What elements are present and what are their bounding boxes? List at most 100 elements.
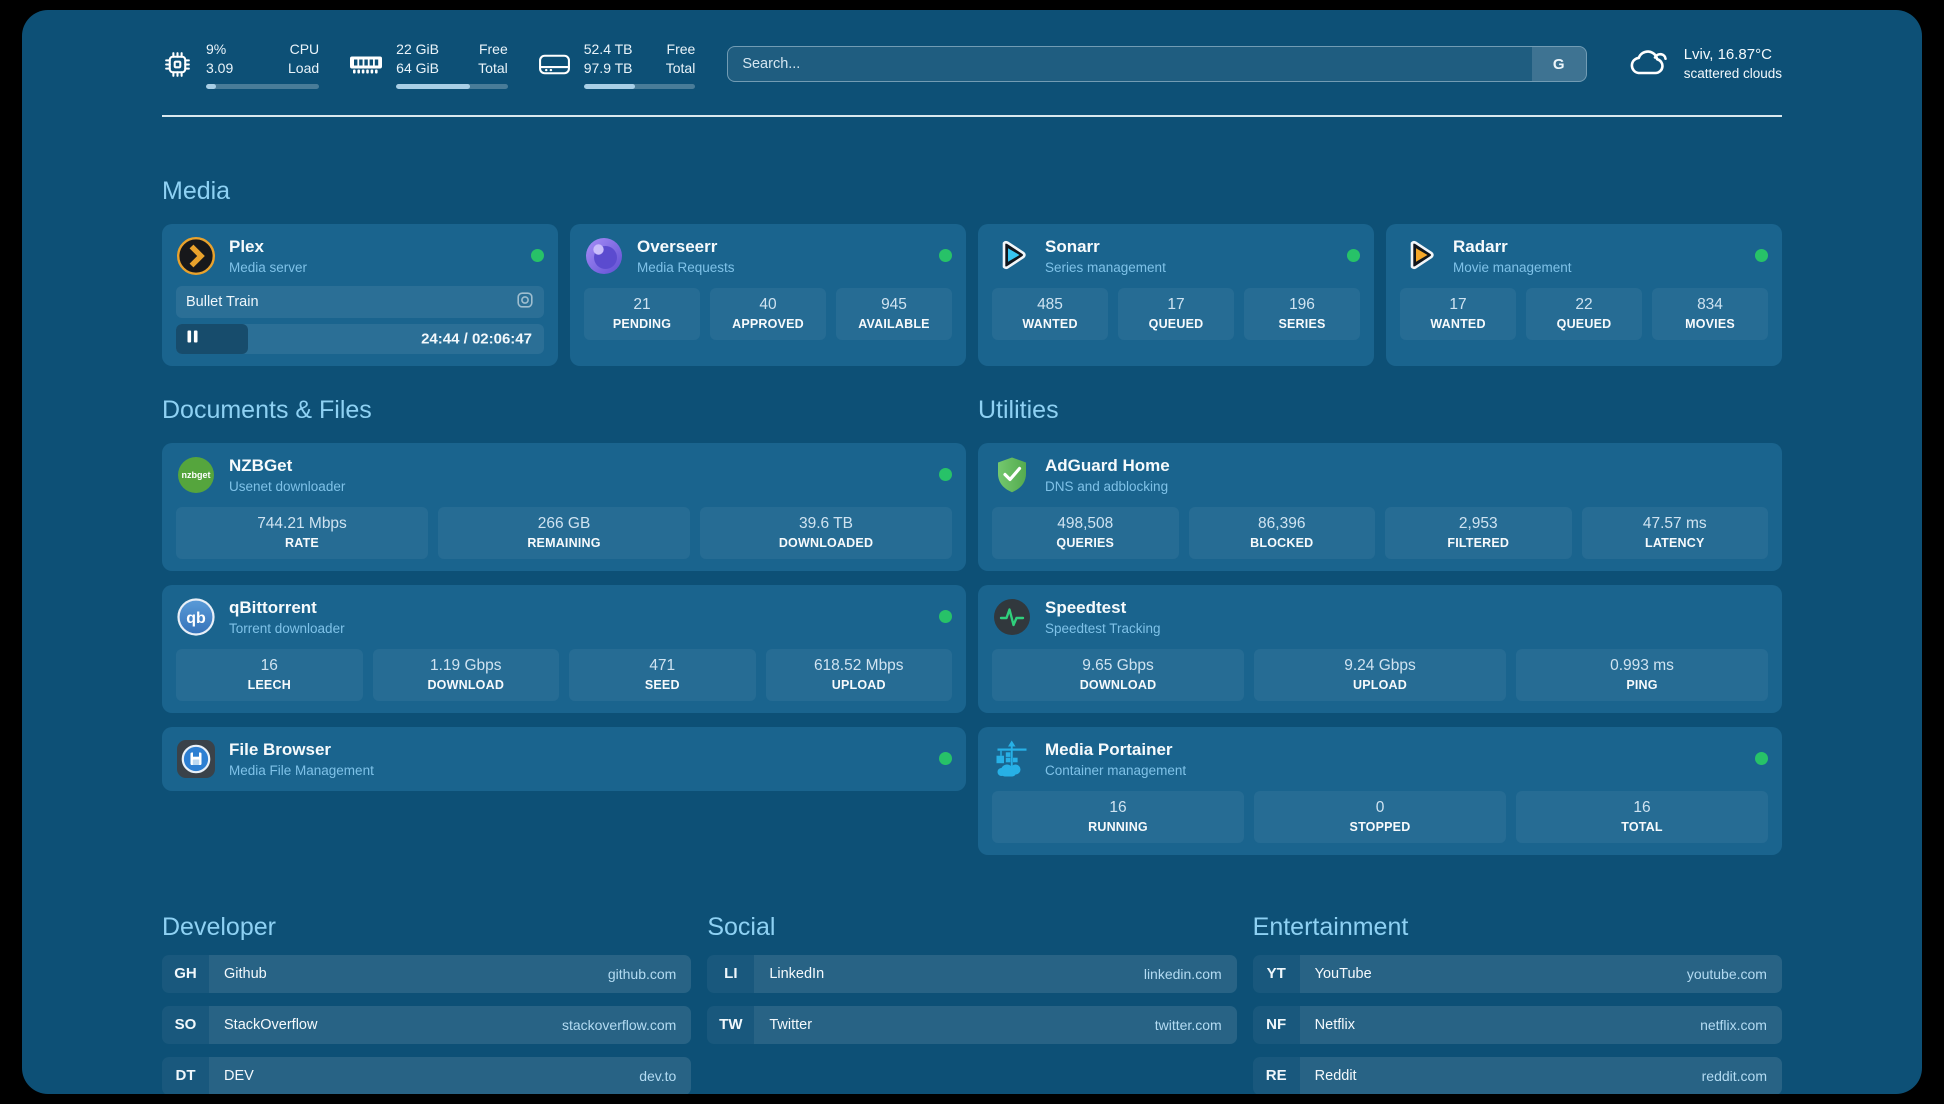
status-online-dot: [939, 249, 952, 263]
app-card-sonarr[interactable]: Sonarr Series management 485 WANTED 17 Q…: [978, 223, 1374, 366]
status-online-dot: [939, 610, 952, 624]
status-online-dot: [939, 468, 952, 482]
stat-tile: 22 QUEUED: [1526, 287, 1642, 340]
plex-icon: [176, 236, 216, 276]
link-name: Reddit: [1314, 1067, 1357, 1084]
playback-time: 24:44 / 02:06:47: [421, 330, 532, 348]
stat-tile: 618.52 Mbps UPLOAD: [765, 648, 952, 701]
link-reddit[interactable]: RE Reddit reddit.com: [1252, 1056, 1782, 1094]
disk-stat: 52.4 TB 97.9 TB Free Total: [538, 40, 696, 89]
stat-tile: 47.57 ms LATENCY: [1581, 506, 1768, 559]
filebrowser-icon: [176, 739, 216, 779]
search-input[interactable]: [728, 47, 1532, 82]
stat-tile: 471 SEED: [569, 648, 756, 701]
stat-tile: 40 APPROVED: [710, 287, 826, 340]
stat-tile: 21 PENDING: [584, 287, 700, 340]
weather-condition: scattered clouds: [1683, 66, 1782, 82]
disk-total-value: 97.9 TB: [583, 59, 633, 76]
app-card-radarr[interactable]: Radarr Movie management 17 WANTED 22 QUE…: [1386, 223, 1782, 366]
search-bar: G: [727, 46, 1587, 83]
app-subtitle: Torrent downloader: [229, 620, 345, 636]
cpu-stat: 9% 3.09 CPU Load: [162, 40, 320, 89]
link-url: youtube.com: [1686, 965, 1767, 982]
playback-progress-bar[interactable]: 24:44 / 02:06:47: [176, 323, 544, 354]
adguard-icon: [992, 455, 1032, 495]
app-card-plex[interactable]: Plex Media server Bullet Train: [162, 223, 558, 366]
stat-tile: 834 MOVIES: [1652, 287, 1768, 340]
app-subtitle: Speedtest Tracking: [1045, 620, 1161, 636]
app-card-speedtest[interactable]: Speedtest Speedtest Tracking 9.65 Gbps D…: [978, 584, 1782, 713]
search-provider-button[interactable]: G: [1531, 47, 1586, 82]
pause-icon[interactable]: [187, 330, 198, 348]
app-subtitle: Container management: [1045, 762, 1187, 778]
stat-tile: 196 SERIES: [1244, 287, 1360, 340]
link-github[interactable]: GH Github github.com: [162, 954, 692, 993]
disk-free-label: Free: [666, 41, 696, 57]
stat-tile: 17 WANTED: [1400, 287, 1516, 340]
link-linkedin[interactable]: LI LinkedIn linkedin.com: [707, 954, 1237, 993]
stat-tile: 2,953 FILTERED: [1385, 506, 1572, 559]
app-name: Media Portainer: [1045, 739, 1173, 759]
stat-tile: 744.21 Mbps RATE: [176, 506, 428, 559]
disk-progress-bar: [583, 83, 696, 89]
app-card-adguard[interactable]: AdGuard Home DNS and adblocking 498,508 …: [978, 442, 1782, 571]
stat-tile: 1.19 Gbps DOWNLOAD: [372, 648, 559, 701]
link-name: Github: [224, 965, 267, 982]
app-card-overseerr[interactable]: Overseerr Media Requests 21 PENDING 40 A…: [570, 223, 966, 366]
link-name: Netflix: [1314, 1016, 1355, 1033]
status-online-dot: [531, 249, 544, 263]
stat-tile: 0.993 ms PING: [1516, 648, 1768, 701]
link-url: dev.to: [639, 1067, 677, 1084]
link-netflix[interactable]: NF Netflix netflix.com: [1252, 1005, 1782, 1044]
cpu-label: CPU: [289, 41, 320, 57]
cpu-load-label: Load: [288, 59, 320, 76]
cloud-icon: [1625, 44, 1671, 85]
app-card-filebrowser[interactable]: File Browser Media File Management: [162, 726, 966, 791]
link-name: YouTube: [1314, 965, 1372, 982]
svg-text:nzbget: nzbget: [182, 470, 211, 480]
link-dev[interactable]: DT DEV dev.to: [162, 1056, 692, 1094]
header-divider: [162, 114, 1782, 117]
ram-stat: 22 GiB 64 GiB Free Total: [349, 40, 508, 89]
status-online-dot: [939, 752, 952, 766]
link-name: Twitter: [769, 1016, 813, 1033]
weather-location-temp: Lviv, 16.87°C: [1683, 46, 1772, 64]
now-playing-title: Bullet Train: [186, 293, 259, 310]
link-url: stackoverflow.com: [561, 1016, 677, 1033]
section-title-documents: Documents & Files: [162, 395, 372, 424]
section-title-social: Social: [707, 912, 776, 941]
app-name: Radarr: [1453, 236, 1508, 256]
link-abbr-badge: TW: [707, 1005, 755, 1044]
link-abbr-badge: GH: [162, 954, 209, 993]
link-twitter[interactable]: TW Twitter twitter.com: [707, 1005, 1237, 1044]
app-subtitle: Usenet downloader: [229, 478, 346, 494]
app-card-nzbget[interactable]: nzbget NZBGet Usenet downloader 744.21 M…: [162, 442, 966, 571]
link-url: linkedin.com: [1143, 965, 1222, 982]
app-subtitle: Movie management: [1453, 259, 1572, 275]
link-abbr-badge: DT: [162, 1056, 209, 1094]
app-name: File Browser: [229, 739, 332, 759]
section-title-utilities: Utilities: [978, 395, 1059, 424]
ram-total-value: 64 GiB: [396, 59, 439, 76]
app-card-portainer[interactable]: Media Portainer Container management 16 …: [978, 726, 1782, 855]
stat-tile: 17 QUEUED: [1118, 287, 1234, 340]
ram-free-value: 22 GiB: [396, 41, 439, 57]
nzbget-icon: nzbget: [176, 455, 216, 495]
top-bar: 9% 3.09 CPU Load: [162, 40, 1782, 89]
app-card-qbittorrent[interactable]: qb qBittorrent Torrent downloader 16 LEE…: [162, 584, 966, 713]
weather-widget: Lviv, 16.87°C scattered clouds: [1625, 44, 1782, 85]
cpu-usage-value: 9%: [206, 41, 227, 57]
stat-tile: 16 TOTAL: [1516, 790, 1768, 843]
link-abbr-badge: NF: [1252, 1005, 1300, 1044]
ram-free-label: Free: [478, 41, 508, 57]
link-abbr-badge: YT: [1252, 954, 1300, 993]
link-url: netflix.com: [1700, 1016, 1767, 1033]
link-stackoverflow[interactable]: SO StackOverflow stackoverflow.com: [162, 1005, 692, 1044]
app-subtitle: Media server: [229, 259, 308, 275]
app-name: AdGuard Home: [1045, 455, 1170, 475]
qbittorrent-icon: qb: [176, 597, 216, 637]
ram-icon: [349, 51, 383, 78]
app-name: Plex: [229, 236, 264, 256]
link-youtube[interactable]: YT YouTube youtube.com: [1252, 954, 1782, 993]
status-online-dot: [1755, 249, 1768, 263]
